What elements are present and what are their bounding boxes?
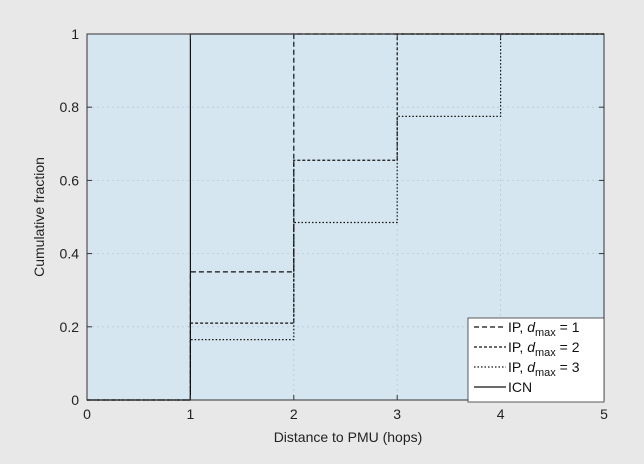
y-tick-label: 0.4 (60, 246, 80, 262)
x-tick-label: 0 (83, 406, 91, 422)
axis-ticks: 0 1 2 3 4 5 0 0.2 0.4 0.6 0.8 1 (60, 26, 609, 422)
legend-label-3: IP, dmax = 3 (508, 359, 580, 379)
x-tick-label: 4 (497, 406, 505, 422)
y-axis-label: Cumulative fraction (31, 157, 47, 277)
x-axis-label: Distance to PMU (hops) (274, 429, 423, 445)
x-tick-label: 3 (393, 406, 401, 422)
x-tick-label: 5 (600, 406, 608, 422)
x-tick-label: 1 (187, 406, 195, 422)
x-tick-label: 2 (290, 406, 298, 422)
y-tick-label: 1 (71, 26, 79, 42)
plot-frame (86, 33, 605, 401)
legend-label-1: IP, dmax = 1 (508, 319, 580, 339)
y-tick-label: 0.6 (60, 172, 80, 188)
y-tick-label: 0.2 (60, 319, 80, 335)
y-tick-label: 0 (71, 392, 79, 408)
y-tick-label: 0.8 (60, 99, 80, 115)
legend-label-2: IP, dmax = 2 (508, 339, 580, 359)
legend-box (467, 317, 605, 403)
legend-label-4: ICN (508, 379, 532, 395)
